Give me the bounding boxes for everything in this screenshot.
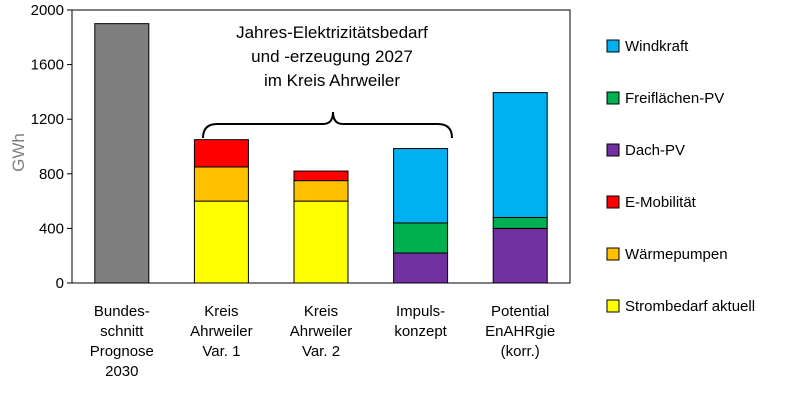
legend-label: Strombedarf aktuell: [625, 298, 755, 315]
bar-segment: [293, 200, 349, 284]
legend-swatch: [606, 143, 620, 157]
category-label: Bundes-: [94, 303, 150, 320]
category-label: Var. 2: [302, 343, 340, 360]
bar-segment: [393, 222, 449, 254]
category-label: Impuls-: [396, 303, 445, 320]
bar-segment: [193, 139, 249, 168]
category-label: Ahrweiler: [290, 323, 353, 340]
y-tick-label: 800: [39, 166, 64, 183]
bars: [94, 23, 548, 284]
y-axis: 0 400 800 1200 1600 2000: [31, 2, 72, 292]
y-tick-label: 400: [39, 220, 64, 237]
legend-swatch: [606, 247, 620, 261]
legend-label: Freiflächen-PV: [625, 90, 724, 107]
legend-label: Windkraft: [625, 38, 689, 55]
y-tick-label: 0: [56, 275, 64, 292]
legend-label: Dach-PV: [625, 142, 685, 159]
x-axis-category-labels: Bundes-schnitt Prognose 2030 Kreis Ahrweiler…: [90, 303, 556, 380]
legend-swatch: [606, 195, 620, 209]
category-label: Prognose: [90, 343, 154, 360]
legend: Windkraft Freiflächen-PV Dach-PV E-Mobilitä…: [606, 38, 755, 315]
annotation-brace: [202, 111, 453, 139]
legend-swatch: [606, 91, 620, 105]
bar-segment: [193, 200, 249, 284]
category-label: EnAHRgie: [485, 323, 555, 340]
bar-segment: [393, 148, 449, 224]
annotation-text: und -erzeugung 2027: [251, 47, 413, 66]
bar-segment: [492, 216, 548, 229]
bar-segment: [492, 92, 548, 218]
category-label: (korr.): [501, 343, 540, 360]
category-label: Ahrweiler: [190, 323, 253, 340]
category-label: 2030: [105, 363, 138, 380]
legend-label: Wärmepumpen: [625, 246, 728, 263]
bar-segment: [492, 227, 548, 284]
annotation-text: Jahres-Elektrizitätsbedarf: [236, 23, 428, 42]
bar-segment: [393, 252, 449, 284]
category-label: konzept: [394, 323, 447, 340]
bar-segment: [293, 180, 349, 202]
annotation-text: im Kreis Ahrweiler: [264, 71, 400, 90]
bar-segment: [293, 170, 349, 182]
y-axis-title: GWh: [9, 133, 28, 172]
bar-segment: [94, 23, 150, 284]
category-label: Potential: [491, 303, 549, 320]
annotation: Jahres-Elektrizitätsbedarf und -erzeugung…: [202, 23, 453, 139]
category-label: Kreis: [304, 303, 338, 320]
category-label: schnitt: [100, 323, 144, 340]
legend-label: E-Mobilität: [625, 194, 697, 211]
legend-swatch: [606, 39, 620, 53]
bar-segment: [193, 166, 249, 202]
category-label: Var. 1: [202, 343, 240, 360]
legend-swatch: [606, 299, 620, 313]
category-label: Kreis: [204, 303, 238, 320]
y-tick-label: 1600: [31, 57, 64, 74]
y-tick-label: 1200: [31, 111, 64, 128]
y-tick-label: 2000: [31, 2, 64, 19]
